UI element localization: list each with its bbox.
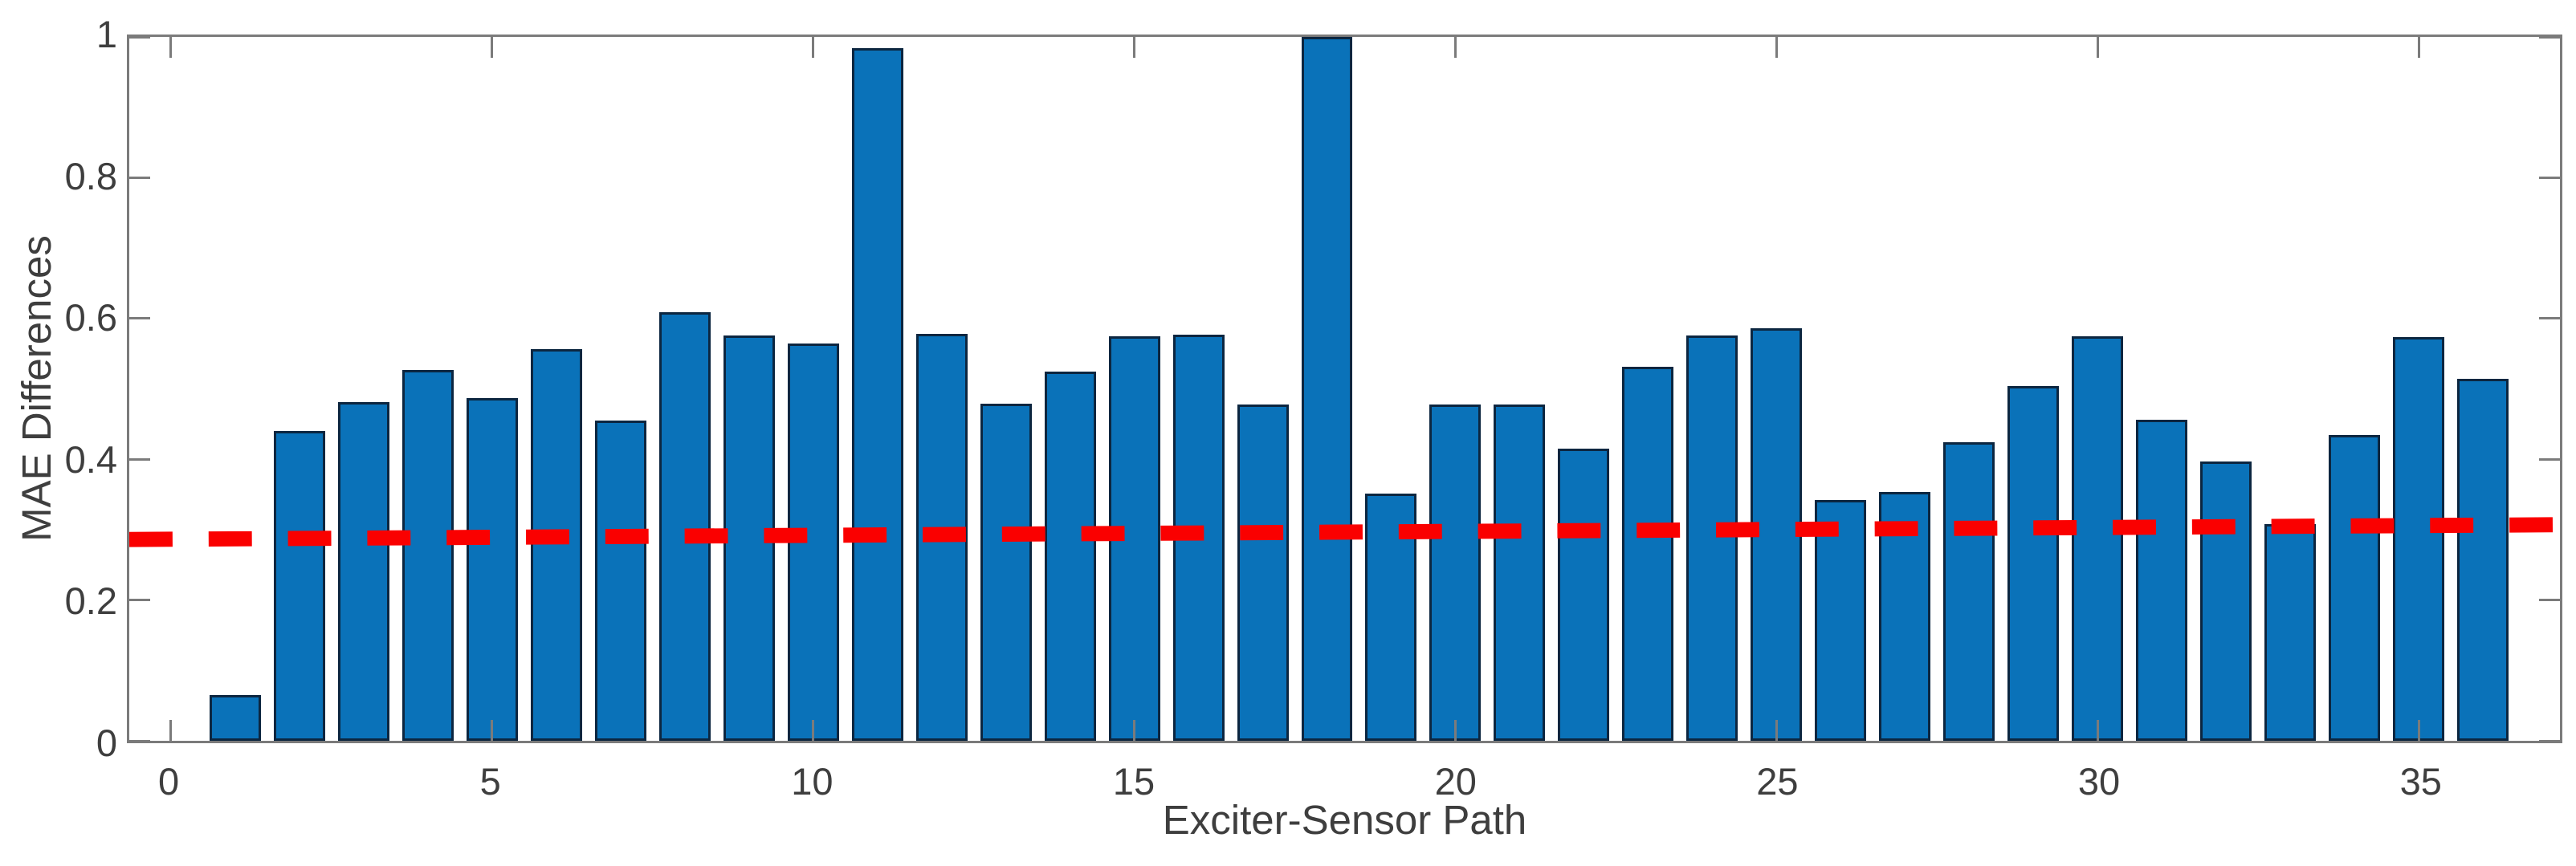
bar-23 [1622,367,1674,741]
bar-17 [1237,404,1289,741]
x-axis-tick-bottom [169,720,173,741]
x-axis-tick-bottom [1133,720,1136,741]
y-axis-tick-right [2539,457,2560,461]
bar-22 [1558,449,1610,741]
bar-2 [273,431,325,741]
bar-20 [1429,404,1482,741]
x-tick-label-35: 35 [2399,760,2442,803]
bar-21 [1494,404,1546,741]
y-axis-tick-right [2539,599,2560,602]
y-tick-label-0.8: 0.8 [64,154,117,197]
y-axis-tick-left [129,35,150,39]
bar-5 [466,397,518,741]
bar-4 [401,369,454,741]
x-axis-tick-top [1453,37,1457,58]
y-axis-tick-right [2539,35,2560,39]
y-axis-tick-left [129,739,150,742]
y-axis-tick-right [2539,176,2560,179]
y-axis-tick-left [129,176,150,179]
y-axis-tick-left [129,317,150,320]
bar-26 [1815,500,1867,741]
x-tick-label-30: 30 [2077,760,2121,803]
x-axis-tick-bottom [1775,720,1778,741]
bar-7 [594,420,646,741]
x-axis-tick-bottom [2417,720,2420,741]
bar-8 [658,311,711,741]
plot-area [127,35,2562,743]
x-tick-label-10: 10 [791,760,834,803]
bar-3 [337,402,389,741]
threshold-line-layer [128,517,2561,547]
bar-31 [2136,420,2188,741]
x-tick-label-25: 25 [1756,760,1799,803]
x-axis-tick-top [2417,37,2420,58]
bar-28 [1943,442,1995,741]
y-axis-tick-right [2539,317,2560,320]
x-tick-label-15: 15 [1112,760,1156,803]
x-tick-label-0: 0 [158,760,180,803]
x-axis-tick-bottom [491,720,494,741]
x-axis-tick-top [491,37,494,58]
y-axis-tick-left [129,457,150,461]
bar-24 [1686,335,1738,741]
x-axis-tick-top [2096,37,2099,58]
x-axis-tick-top [1133,37,1136,58]
bar-18 [1301,37,1353,741]
x-axis-tick-bottom [812,720,815,741]
y-tick-label-1: 1 [96,13,117,56]
x-axis-tick-top [812,37,815,58]
y-tick-label-0.2: 0.2 [64,579,117,623]
bar-6 [530,349,582,741]
bar-14 [1044,371,1096,741]
x-axis-tick-top [1775,37,1778,58]
bar-34 [2329,435,2381,741]
y-axis-label: MAE Differences [13,235,59,542]
bar-30 [2072,335,2124,741]
bar-36 [2457,379,2509,741]
bar-1 [209,695,261,741]
y-tick-label-0.4: 0.4 [64,437,117,481]
y-axis-tick-left [129,599,150,602]
x-axis-label: Exciter-Sensor Path [1162,797,1527,843]
y-axis-tick-right [2539,739,2560,742]
x-axis-tick-bottom [2096,720,2099,741]
bar-35 [2393,336,2445,741]
x-tick-label-20: 20 [1434,760,1477,803]
threshold-line [128,517,2561,547]
x-axis-tick-bottom [1453,720,1457,741]
bar-29 [2007,386,2060,741]
bar-19 [1365,494,1417,741]
bar-32 [2200,461,2252,741]
bar-13 [980,403,1032,741]
y-tick-label-0: 0 [96,722,117,765]
y-tick-label-0.6: 0.6 [64,296,117,339]
x-tick-label-5: 5 [479,760,501,803]
x-axis-tick-top [169,37,173,58]
bar-11 [851,48,903,741]
